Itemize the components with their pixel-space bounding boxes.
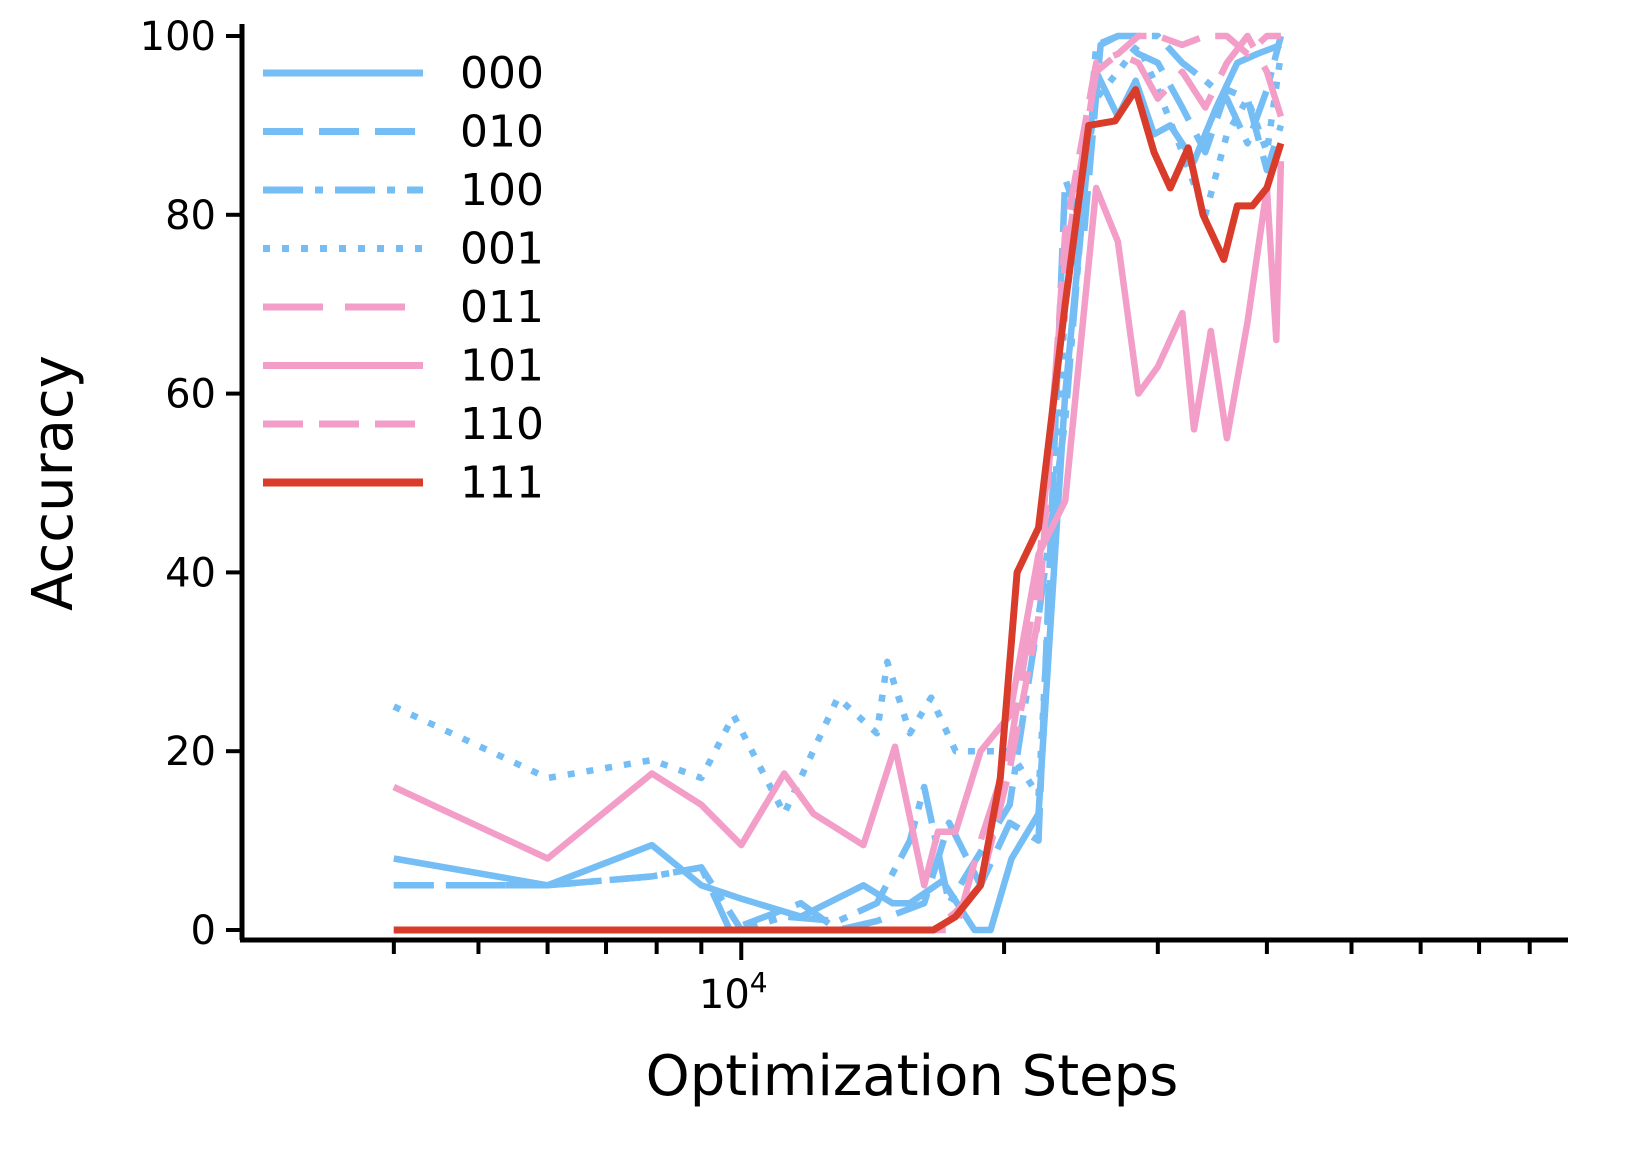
x-ticks: 104: [391, 940, 1532, 1018]
legend-label: 000: [460, 48, 544, 99]
y-axis-title: Accuracy: [21, 355, 86, 611]
legend-label: 001: [460, 224, 544, 275]
legend-item-111: 111: [263, 458, 544, 509]
legend-item-101: 101: [263, 341, 544, 392]
legend-item-010: 010: [263, 107, 544, 158]
legend: 000 010 100 001 011 101 110 111: [263, 48, 544, 509]
legend-item-001: 001: [263, 224, 544, 275]
series-lines: [392, 32, 1285, 934]
legend-item-000: 000: [263, 48, 544, 99]
y-tick-label: 20: [165, 729, 216, 775]
legend-label: 110: [460, 399, 544, 450]
series-line-010: [393, 32, 1285, 934]
y-tick-label: 60: [165, 372, 216, 418]
y-tick-label: 0: [191, 908, 216, 954]
series-line-111: [393, 86, 1285, 934]
y-tick-label: 40: [165, 550, 216, 596]
legend-item-110: 110: [263, 399, 544, 450]
legend-label: 010: [460, 107, 544, 158]
legend-label: 101: [460, 341, 544, 392]
y-tick-label: 80: [165, 193, 216, 239]
y-tick-label: 100: [140, 14, 216, 60]
x-tick-label: 104: [699, 966, 768, 1018]
legend-item-011: 011: [263, 282, 544, 333]
series-line-101: [392, 161, 1285, 889]
y-ticks: 0 20 40 60 80 100: [140, 14, 242, 954]
legend-label: 100: [460, 165, 544, 216]
axes: 0 20 40 60 80 100 104: [140, 14, 1568, 1018]
legend-label: 111: [460, 458, 544, 509]
legend-label: 011: [460, 282, 544, 333]
x-axis-title: Optimization Steps: [646, 1044, 1179, 1109]
legend-item-100: 100: [263, 165, 544, 216]
